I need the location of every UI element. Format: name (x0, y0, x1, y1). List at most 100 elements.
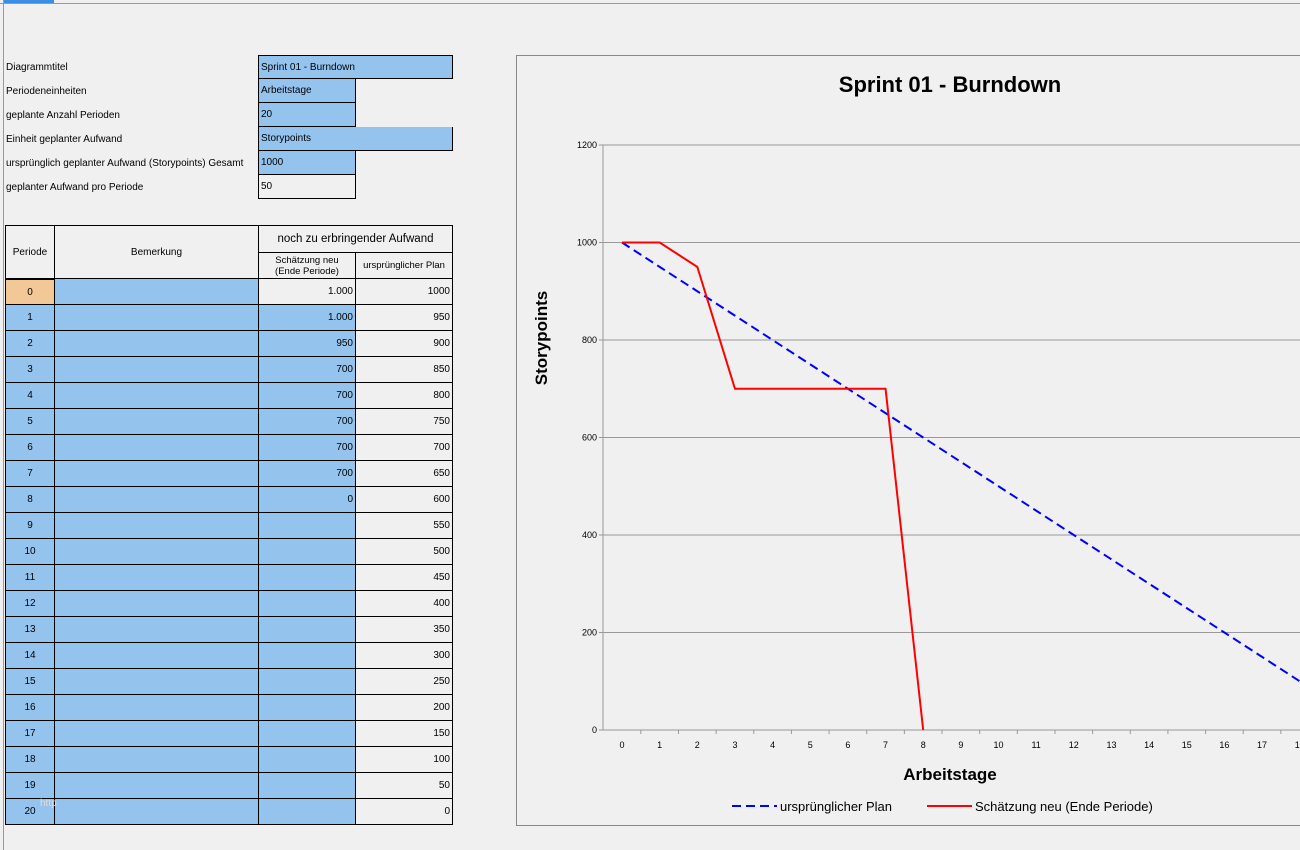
plan-cell[interactable]: 350 (355, 616, 453, 643)
bemerkung-cell[interactable] (54, 564, 259, 591)
bemerkung-cell[interactable] (54, 382, 259, 409)
periode-cell[interactable]: 7 (5, 460, 55, 487)
bemerkung-cell[interactable] (54, 330, 259, 357)
plan-cell[interactable]: 850 (355, 356, 453, 383)
schaetzung-cell[interactable]: 0 (258, 486, 356, 513)
schaetzung-cell[interactable]: 1.000 (258, 304, 356, 331)
periode-cell[interactable]: 9 (5, 512, 55, 539)
periode-cell[interactable]: 0 (5, 278, 55, 305)
bemerkung-cell[interactable] (54, 694, 259, 721)
periode-cell[interactable]: 1 (5, 304, 55, 331)
plan-cell[interactable]: 50 (355, 772, 453, 799)
bemerkung-cell[interactable] (54, 668, 259, 695)
plan-cell[interactable]: 150 (355, 720, 453, 747)
schaetzung-cell[interactable]: 950 (258, 330, 356, 357)
plan-cell[interactable]: 700 (355, 434, 453, 461)
periode-cell[interactable]: 12 (5, 590, 55, 617)
periode-cell[interactable]: 3 (5, 356, 55, 383)
bemerkung-cell[interactable] (54, 434, 259, 461)
plan-cell[interactable]: 100 (355, 746, 453, 773)
periode-cell[interactable]: 4 (5, 382, 55, 409)
plan-cell[interactable]: 650 (355, 460, 453, 487)
bemerkung-cell[interactable] (54, 278, 259, 305)
periode-cell[interactable]: 5 (5, 408, 55, 435)
periode-cell[interactable]: 13 (5, 616, 55, 643)
periode-cell[interactable]: 14 (5, 642, 55, 669)
plan-cell[interactable]: 900 (355, 330, 453, 357)
periode-cell[interactable]: 11 (5, 564, 55, 591)
bemerkung-cell[interactable] (54, 304, 259, 331)
periode-cell[interactable]: 6 (5, 434, 55, 461)
schaetzung-cell[interactable] (258, 720, 356, 747)
x-tick-label: 13 (1106, 740, 1116, 750)
bemerkung-cell[interactable] (54, 460, 259, 487)
burndown-chart[interactable]: Sprint 01 - Burndown 0 200 400 600 800 1000 120… (516, 55, 1300, 826)
plan-cell[interactable]: 450 (355, 564, 453, 591)
plan-cell[interactable]: 750 (355, 408, 453, 435)
plan-cell[interactable]: 250 (355, 668, 453, 695)
bemerkung-cell[interactable] (54, 720, 259, 747)
bemerkung-cell[interactable] (54, 590, 259, 617)
bemerkung-cell[interactable] (54, 642, 259, 669)
bemerkung-cell[interactable] (54, 798, 259, 825)
y-tick-label: 400 (582, 530, 597, 540)
schaetzung-cell[interactable] (258, 694, 356, 721)
bemerkung-cell[interactable] (54, 772, 259, 799)
bemerkung-cell[interactable] (54, 616, 259, 643)
plan-cell[interactable]: 600 (355, 486, 453, 513)
periode-cell[interactable]: 18 (5, 746, 55, 773)
schaetzung-cell[interactable] (258, 616, 356, 643)
x-tick-label: 3 (732, 740, 737, 750)
schaetzung-cell[interactable]: 700 (258, 408, 356, 435)
schaetzung-cell[interactable] (258, 538, 356, 565)
plan-cell[interactable]: 200 (355, 694, 453, 721)
plan-cell[interactable]: 300 (355, 642, 453, 669)
setting-value-input[interactable]: 20 (258, 103, 356, 127)
schaetzung-cell[interactable] (258, 642, 356, 669)
plan-cell[interactable]: 400 (355, 590, 453, 617)
schaetzung-cell[interactable] (258, 772, 356, 799)
periode-cell[interactable]: 2 (5, 330, 55, 357)
plan-cell[interactable]: 550 (355, 512, 453, 539)
periode-cell[interactable]: 17 (5, 720, 55, 747)
schaetzung-cell[interactable]: 700 (258, 434, 356, 461)
schaetzung-cell[interactable]: 700 (258, 382, 356, 409)
setting-value-input[interactable]: 50 (258, 175, 356, 199)
schaetzung-cell[interactable] (258, 746, 356, 773)
bemerkung-cell[interactable] (54, 746, 259, 773)
setting-value-input[interactable]: Arbeitstage (258, 79, 356, 103)
row-header-bar (0, 0, 4, 850)
series-line-estimate (622, 241, 925, 731)
plan-cell[interactable]: 950 (355, 304, 453, 331)
setting-label: Einheit geplanter Aufwand (6, 133, 123, 145)
schaetzung-cell[interactable]: 1.000 (258, 278, 356, 305)
periode-cell[interactable]: 8 (5, 486, 55, 513)
plan-cell[interactable]: 800 (355, 382, 453, 409)
schaetzung-cell[interactable] (258, 668, 356, 695)
plan-cell[interactable]: 0 (355, 798, 453, 825)
bemerkung-cell[interactable] (54, 408, 259, 435)
x-tick-label: 17 (1257, 740, 1267, 750)
bemerkung-cell[interactable] (54, 356, 259, 383)
bemerkung-cell[interactable] (54, 486, 259, 513)
setting-value-input[interactable]: 1000 (258, 151, 356, 175)
x-tick-label: 11 (1031, 740, 1040, 750)
plan-cell[interactable]: 500 (355, 538, 453, 565)
periode-cell[interactable]: 19 (5, 772, 55, 799)
plan-cell[interactable]: 1000 (355, 278, 453, 305)
header-plan: ursprünglicher Plan (355, 252, 453, 279)
schaetzung-cell[interactable]: 700 (258, 356, 356, 383)
schaetzung-cell[interactable] (258, 798, 356, 825)
setting-value-input[interactable]: Sprint 01 - Burndown (258, 55, 453, 79)
bemerkung-cell[interactable] (54, 538, 259, 565)
schaetzung-cell[interactable]: 700 (258, 460, 356, 487)
setting-value-input[interactable]: Storypoints (258, 127, 453, 151)
schaetzung-cell[interactable] (258, 590, 356, 617)
periode-cell[interactable]: 15 (5, 668, 55, 695)
periode-cell[interactable]: 10 (5, 538, 55, 565)
periode-cell[interactable]: 16 (5, 694, 55, 721)
bemerkung-cell[interactable] (54, 512, 259, 539)
schaetzung-cell[interactable] (258, 564, 356, 591)
selected-column-indicator (4, 0, 54, 3)
schaetzung-cell[interactable] (258, 512, 356, 539)
